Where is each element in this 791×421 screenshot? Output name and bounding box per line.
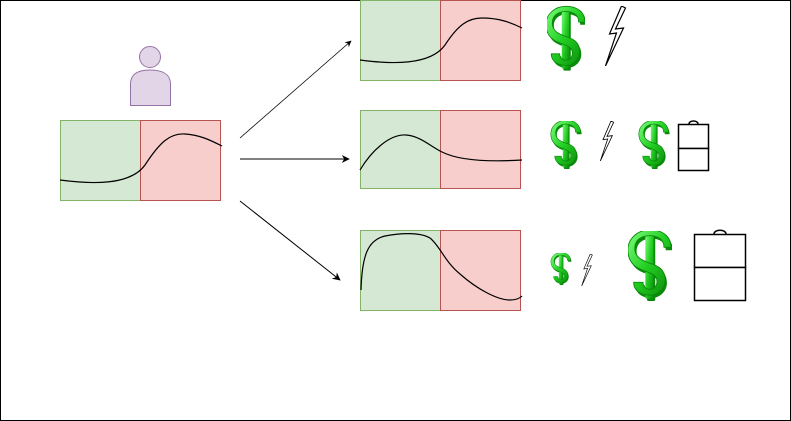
outcome-1-curve bbox=[359, 17, 523, 64]
outcome-3-red-zone bbox=[440, 230, 521, 311]
source-chart-curve bbox=[59, 133, 223, 184]
person-icon bbox=[130, 46, 171, 106]
outcome-1-green-zone bbox=[360, 0, 441, 81]
outcome-1-red-zone bbox=[440, 0, 521, 81]
source-chart-green-zone bbox=[60, 120, 141, 201]
outcome-2-battery-icon bbox=[677, 120, 710, 172]
outcome-2-chart-panel bbox=[359, 110, 523, 189]
outcome-3-curve bbox=[360, 233, 523, 301]
arrow-to-outcome-1 bbox=[239, 40, 352, 139]
outcome-2-red-zone bbox=[440, 110, 521, 189]
arrow-to-outcome-3 bbox=[239, 200, 341, 281]
outcome-2-green-zone bbox=[360, 110, 441, 189]
source-chart-panel bbox=[59, 120, 223, 201]
outcome-2-curve bbox=[359, 134, 523, 171]
source-chart-red-zone bbox=[140, 120, 221, 201]
outcome-3-battery-icon bbox=[693, 229, 747, 302]
outcome-3-chart-panel bbox=[360, 230, 523, 311]
outcome-1-chart-panel bbox=[359, 0, 523, 81]
outcome-3-green-zone bbox=[360, 230, 441, 311]
